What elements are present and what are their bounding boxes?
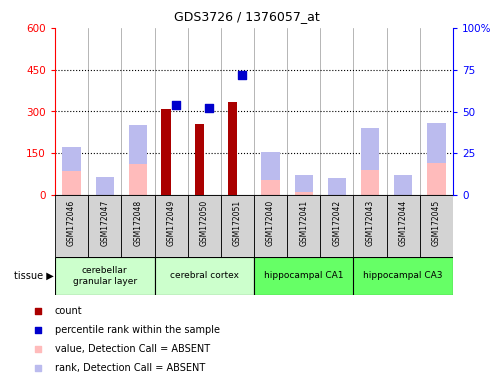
Text: value, Detection Call = ABSENT: value, Detection Call = ABSENT — [55, 344, 210, 354]
Text: rank, Detection Call = ABSENT: rank, Detection Call = ABSENT — [55, 362, 205, 372]
Text: tissue ▶: tissue ▶ — [14, 271, 53, 281]
Bar — [188, 195, 221, 257]
Bar — [295, 175, 313, 195]
Text: GDS3726 / 1376057_at: GDS3726 / 1376057_at — [174, 10, 319, 23]
Point — [239, 72, 246, 78]
Bar — [162, 109, 171, 195]
Point — [34, 364, 42, 371]
Text: GSM172042: GSM172042 — [332, 200, 342, 246]
Bar — [96, 177, 114, 195]
Bar — [254, 195, 287, 257]
Text: hippocampal CA1: hippocampal CA1 — [264, 271, 344, 280]
Point — [34, 327, 42, 333]
Bar — [394, 175, 412, 195]
Point — [34, 308, 42, 314]
Bar — [361, 128, 379, 195]
Bar — [353, 195, 387, 257]
Point — [205, 105, 213, 111]
Bar — [254, 257, 353, 295]
Text: GSM172049: GSM172049 — [167, 200, 176, 246]
Bar — [320, 195, 353, 257]
Text: cerebellar
granular layer: cerebellar granular layer — [72, 266, 137, 286]
Text: GSM172041: GSM172041 — [299, 200, 308, 246]
Bar — [353, 257, 453, 295]
Bar — [63, 147, 81, 195]
Bar — [228, 102, 237, 195]
Bar — [427, 163, 446, 195]
Text: GSM172047: GSM172047 — [100, 200, 109, 246]
Bar — [88, 195, 121, 257]
Bar — [361, 170, 379, 195]
Text: GSM172048: GSM172048 — [134, 200, 142, 246]
Bar — [154, 257, 254, 295]
Bar — [55, 195, 88, 257]
Text: hippocampal CA3: hippocampal CA3 — [363, 271, 443, 280]
Text: GSM172046: GSM172046 — [67, 200, 76, 246]
Text: GSM172044: GSM172044 — [399, 200, 408, 246]
Point — [34, 346, 42, 352]
Bar — [387, 195, 420, 257]
Bar — [427, 123, 446, 195]
Bar — [221, 195, 254, 257]
Bar — [195, 124, 204, 195]
Text: count: count — [55, 306, 83, 316]
Point — [172, 102, 180, 108]
Bar — [129, 125, 147, 195]
Bar — [287, 195, 320, 257]
Bar — [55, 257, 154, 295]
Bar — [328, 178, 346, 195]
Text: percentile rank within the sample: percentile rank within the sample — [55, 325, 220, 335]
Bar — [261, 152, 280, 195]
Bar — [63, 171, 81, 195]
Bar — [129, 164, 147, 195]
Bar — [154, 195, 188, 257]
Bar — [261, 180, 280, 195]
Text: GSM172043: GSM172043 — [366, 200, 375, 246]
Text: GSM172051: GSM172051 — [233, 200, 242, 246]
Text: GSM172050: GSM172050 — [200, 200, 209, 246]
Bar — [295, 192, 313, 195]
Text: cerebral cortex: cerebral cortex — [170, 271, 239, 280]
Text: GSM172040: GSM172040 — [266, 200, 275, 246]
Bar — [121, 195, 154, 257]
Bar — [420, 195, 453, 257]
Text: GSM172045: GSM172045 — [432, 200, 441, 246]
